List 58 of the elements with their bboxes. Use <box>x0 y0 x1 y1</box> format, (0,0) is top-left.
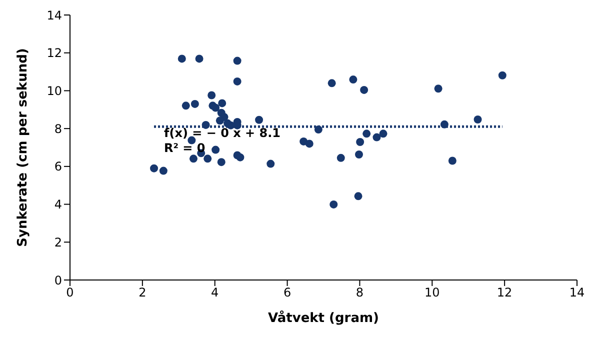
point <box>208 91 216 100</box>
point <box>233 77 242 86</box>
y-tick-label: 8 <box>54 122 62 136</box>
point <box>328 79 336 88</box>
point <box>159 166 168 175</box>
y-tick-label: 0 <box>54 273 62 288</box>
point <box>233 56 242 65</box>
point <box>305 140 314 148</box>
y-tick-label: 12 <box>46 46 62 60</box>
point <box>330 200 338 208</box>
point <box>448 156 456 165</box>
x-axis-title: Våtvekt (gram) <box>268 310 379 326</box>
point <box>336 154 345 162</box>
x-tick-label: 12 <box>496 286 512 300</box>
y-tick-label: 6 <box>54 160 62 174</box>
point <box>204 154 212 163</box>
y-tick-label: 14 <box>46 8 62 22</box>
point <box>379 130 388 138</box>
point <box>188 136 196 144</box>
point <box>372 133 381 142</box>
point <box>360 86 368 94</box>
point <box>236 153 244 162</box>
point <box>266 160 275 168</box>
point <box>216 116 224 125</box>
point <box>349 76 358 84</box>
point <box>202 120 210 129</box>
y-tick-label: 4 <box>54 198 62 212</box>
point <box>314 126 322 134</box>
x-tick-label: 4 <box>211 286 219 300</box>
x-tick-label: 0 <box>66 286 74 300</box>
point <box>440 120 448 128</box>
point <box>218 99 226 108</box>
point <box>190 100 199 108</box>
y-tick-label: 10 <box>46 84 62 98</box>
x-tick-label: 6 <box>283 286 292 300</box>
annotation: f(x) = − 0 x + 8.1 <box>164 126 281 140</box>
x-tick-label: 14 <box>569 286 585 300</box>
point <box>217 158 226 166</box>
y-axis-title: Synkerate (cm per sekund) <box>16 48 31 247</box>
point <box>195 54 204 63</box>
point <box>212 104 220 112</box>
point <box>189 154 198 163</box>
x-tick-label: 10 <box>424 286 440 300</box>
point <box>354 192 362 200</box>
x-tick-label: 8 <box>356 286 364 300</box>
point <box>434 84 442 93</box>
y-tick-label: 2 <box>54 235 62 250</box>
point <box>212 146 220 154</box>
point <box>362 130 371 138</box>
point <box>178 54 186 63</box>
point <box>182 102 190 110</box>
point <box>255 116 264 124</box>
point <box>356 138 364 146</box>
point <box>354 150 363 159</box>
x-tick-label: 2 <box>138 286 146 300</box>
point <box>498 71 506 80</box>
point <box>150 164 158 172</box>
point <box>474 115 482 124</box>
